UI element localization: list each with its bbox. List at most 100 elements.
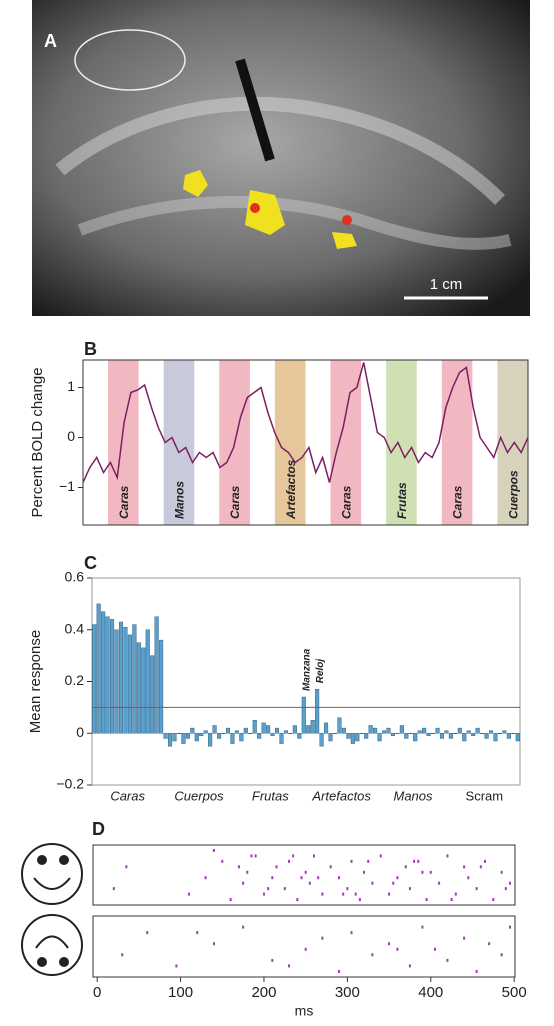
bar — [172, 733, 177, 742]
bar — [274, 727, 280, 734]
bar — [199, 733, 204, 737]
panel-label: A — [44, 31, 57, 51]
y-tick-label: 0.6 — [65, 569, 85, 585]
x-tick-label: 500 — [502, 984, 527, 1001]
bar — [350, 733, 355, 744]
bar — [252, 720, 257, 734]
gyrus — [77, 195, 512, 250]
bar — [497, 733, 502, 734]
y-tick-label: 0 — [67, 428, 75, 444]
bar — [154, 616, 159, 734]
bar — [136, 642, 141, 734]
bar — [261, 722, 266, 734]
block — [108, 360, 139, 525]
activation — [183, 170, 208, 197]
bar — [123, 626, 128, 734]
bar — [96, 603, 101, 734]
bar — [266, 725, 271, 734]
bar — [212, 725, 217, 734]
block — [386, 360, 417, 525]
bar — [92, 624, 97, 734]
bar — [181, 733, 186, 744]
bold-line — [82, 362, 529, 483]
x-axis-label: ms — [295, 1003, 314, 1019]
bar — [159, 639, 164, 734]
bar — [435, 727, 440, 734]
bar — [417, 730, 422, 734]
bar — [448, 733, 453, 739]
x-tick-label: Cuerpos — [174, 788, 224, 803]
bar — [217, 733, 222, 739]
bar — [381, 730, 387, 734]
bar — [488, 730, 494, 734]
bar — [221, 733, 226, 734]
bar — [283, 730, 288, 734]
bar — [234, 730, 239, 734]
bar — [457, 727, 462, 734]
bar — [319, 733, 324, 747]
gyrus — [55, 96, 505, 205]
bar — [506, 733, 511, 739]
panel-label: C — [84, 553, 97, 573]
bar — [225, 727, 231, 734]
bar — [395, 733, 400, 734]
x-tick-label: Scram — [466, 788, 504, 803]
raster-frame — [92, 915, 516, 978]
bar — [105, 616, 110, 734]
activation — [245, 190, 285, 235]
raster-frame — [92, 844, 516, 906]
annotation: Reloj — [315, 659, 326, 684]
bar — [480, 733, 485, 734]
bar — [332, 733, 338, 734]
panel-label: B — [84, 339, 97, 359]
bar — [239, 733, 244, 742]
bar — [279, 733, 284, 744]
bar — [502, 730, 507, 734]
y-tick-label: 0.2 — [65, 672, 85, 688]
y-tick-label: −1 — [59, 478, 75, 494]
x-tick-label: Manos — [393, 788, 433, 803]
bar — [431, 733, 436, 734]
bar — [114, 629, 119, 734]
block-label: Caras — [117, 485, 131, 519]
plot-frame — [82, 359, 529, 526]
face-icon — [21, 843, 83, 905]
x-tick-label: 100 — [168, 984, 193, 1001]
bar — [310, 720, 315, 734]
x-tick-label: 200 — [251, 984, 276, 1001]
bar — [466, 730, 471, 734]
bar — [101, 611, 106, 734]
bar — [163, 733, 168, 739]
block — [163, 360, 195, 525]
bar — [306, 725, 311, 734]
y-tick-label: 0.4 — [65, 620, 85, 636]
y-axis-label: Mean response — [27, 630, 44, 733]
bar — [270, 733, 275, 737]
block-label: Caras — [339, 485, 353, 519]
brain-outline-icon — [74, 29, 186, 91]
bar — [292, 725, 297, 734]
bar — [297, 733, 302, 739]
block-label: Manos — [173, 481, 187, 519]
bar — [484, 733, 489, 739]
bar — [328, 733, 333, 742]
bar — [208, 733, 213, 747]
bar — [413, 733, 418, 742]
y-tick-label: −0.2 — [56, 776, 84, 792]
bar — [493, 733, 498, 742]
sulcus — [235, 58, 275, 162]
x-tick-label: Frutas — [252, 788, 289, 803]
scrambled-face-icon — [21, 914, 83, 976]
activation — [332, 232, 357, 249]
x-tick-label: 300 — [335, 984, 360, 1001]
annotation: Manzana — [301, 648, 312, 691]
activation — [342, 215, 352, 225]
bar — [190, 727, 195, 734]
bar — [243, 727, 248, 734]
bar — [475, 727, 480, 734]
bar — [337, 717, 342, 734]
bar — [110, 619, 115, 734]
y-tick-label: 1 — [67, 378, 75, 394]
x-tick-label: Artefactos — [311, 788, 371, 803]
bar — [150, 655, 155, 734]
